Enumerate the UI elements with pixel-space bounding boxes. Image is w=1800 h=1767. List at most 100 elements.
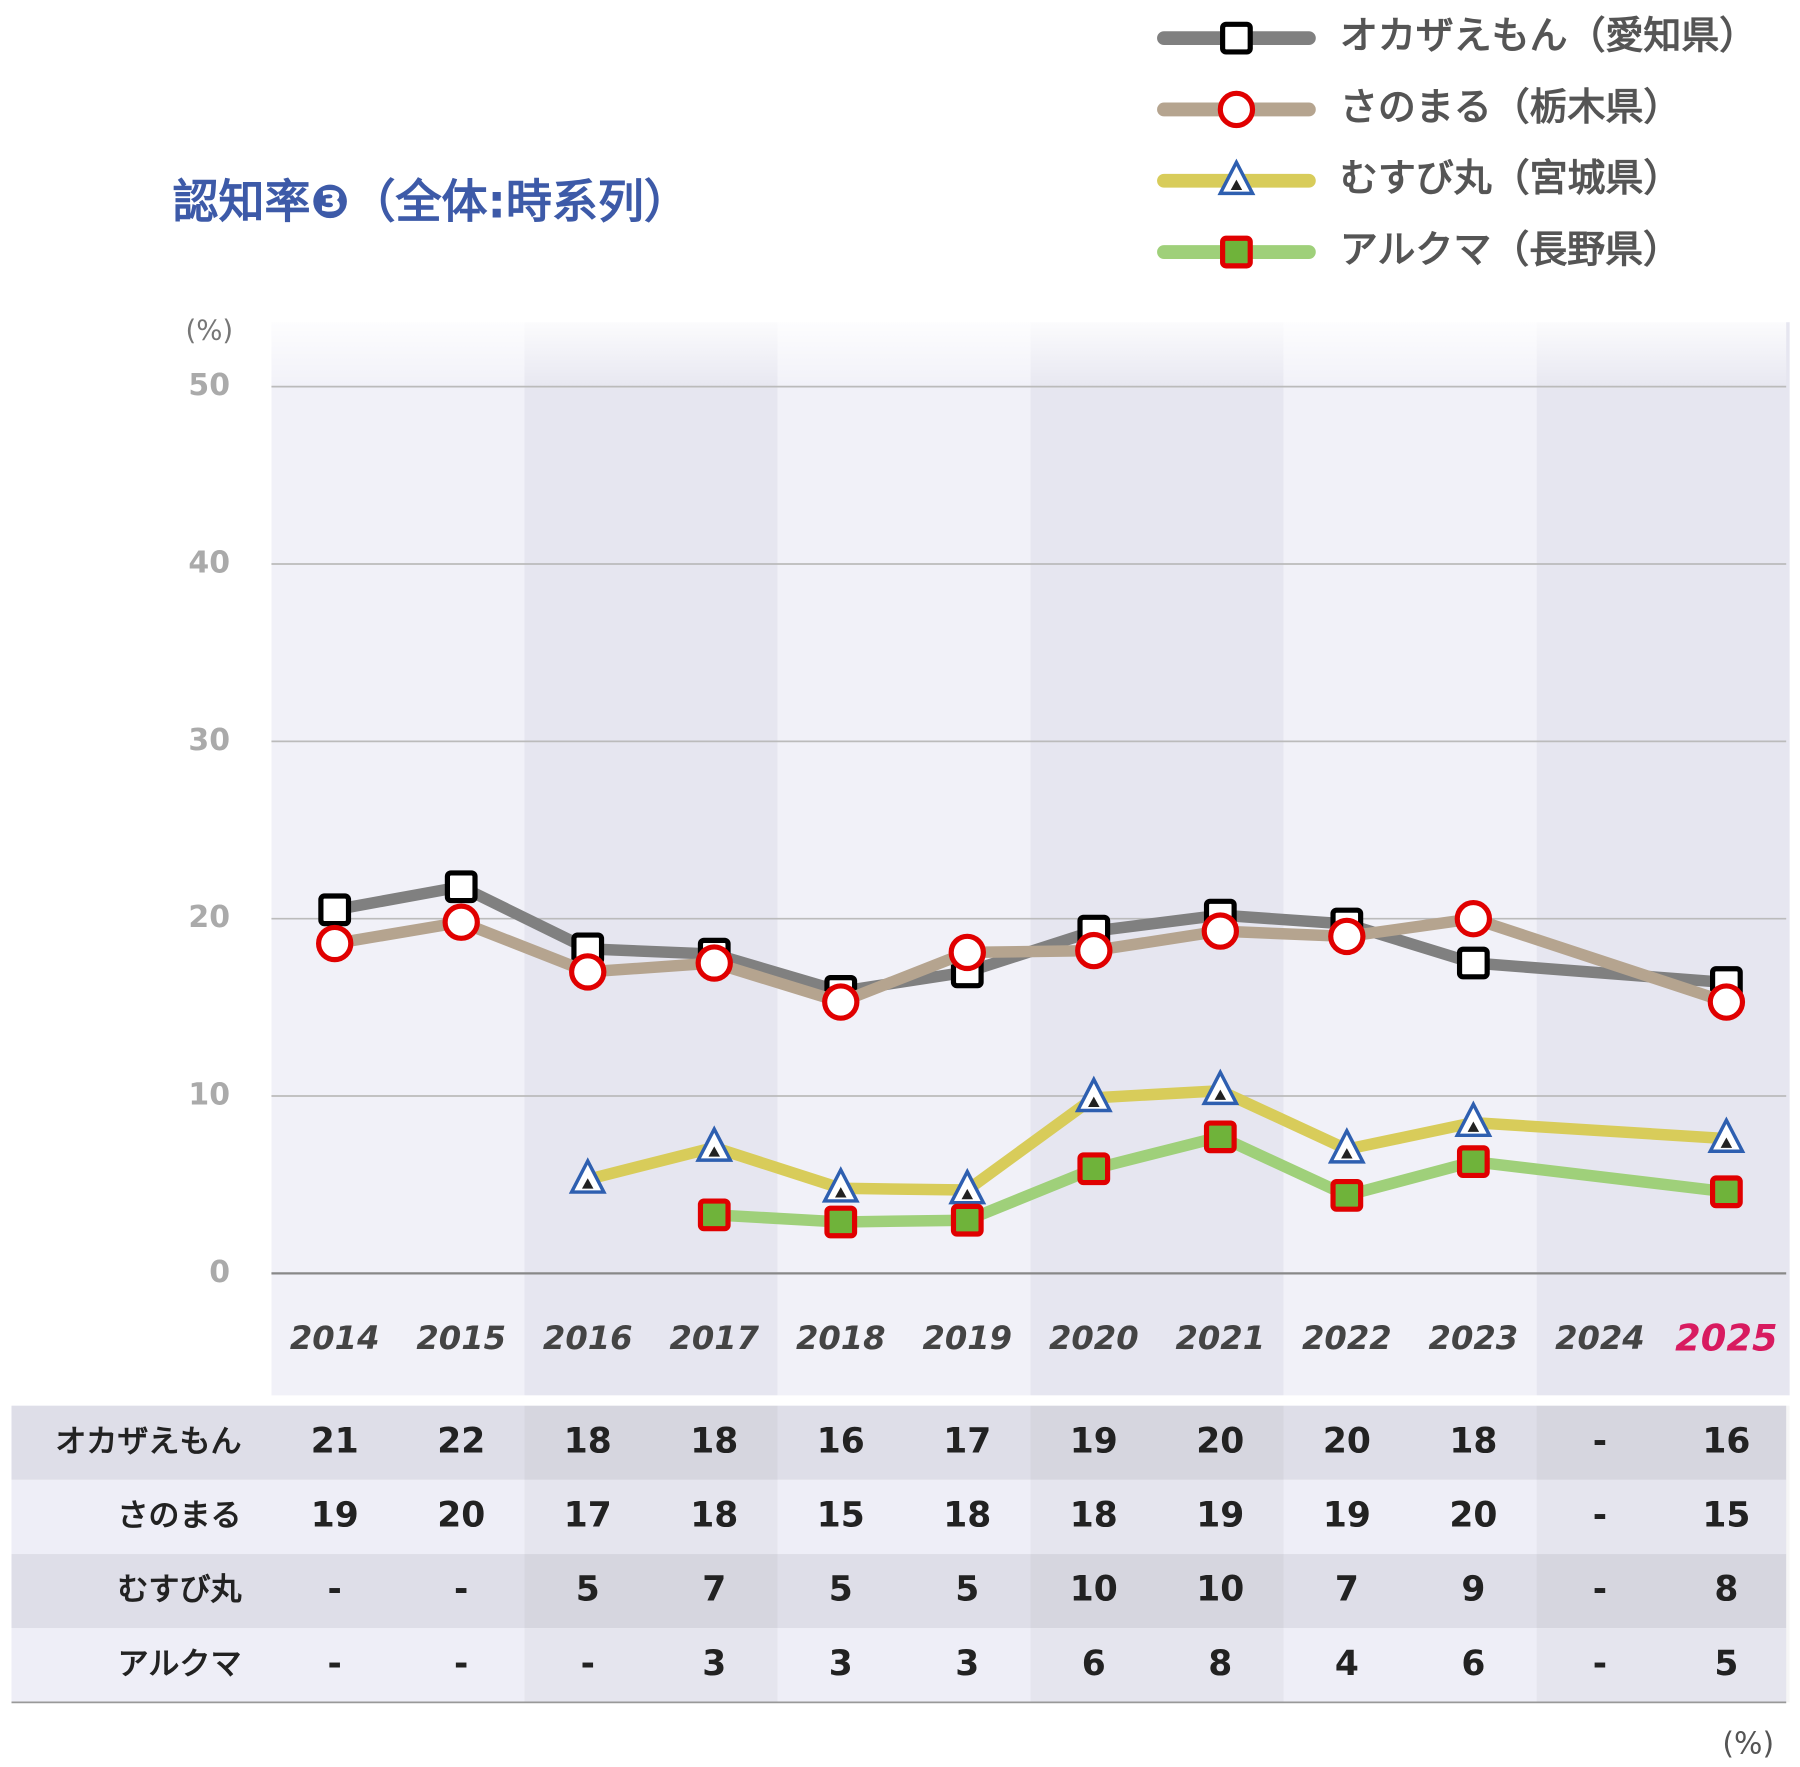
x-tick-label: 2021: [1176, 1319, 1266, 1357]
line-segment: [708, 1141, 847, 1195]
y-unit: (%): [185, 313, 233, 346]
table-cell: 15: [1702, 1495, 1750, 1535]
point-marker: [1201, 1068, 1240, 1106]
point-marker: [444, 870, 478, 904]
legend-label: オカザえもん（愛知県）: [1340, 14, 1757, 58]
table-cell: 16: [1702, 1421, 1750, 1461]
line-segment: [835, 1214, 974, 1228]
line-segment: [1214, 909, 1353, 930]
point-marker: [822, 983, 860, 1021]
point-marker: [1456, 1145, 1490, 1179]
table-cell: 3: [955, 1644, 979, 1684]
line-segment: [1214, 1084, 1353, 1156]
table-cell: 5: [955, 1570, 979, 1610]
line-segment: [1088, 909, 1227, 937]
point-marker: [1328, 917, 1366, 956]
point-marker: [1330, 1178, 1364, 1212]
table-cell: 21: [311, 1421, 359, 1461]
x-tick-label: 2019: [922, 1319, 1012, 1357]
column-band: [1030, 322, 1284, 1396]
point-marker: [1456, 946, 1490, 980]
column-band: [271, 322, 525, 1396]
table-cell: 19: [311, 1495, 359, 1535]
table-row-band: [11, 1628, 1787, 1703]
line-segment: [708, 1209, 847, 1228]
table-cell: 6: [1082, 1644, 1106, 1684]
point-marker: [1327, 1127, 1366, 1164]
line-segment: [1467, 957, 1733, 989]
table-unit: (%): [1722, 1726, 1774, 1761]
series: [697, 1120, 1743, 1239]
legend-label: アルクマ（長野県）: [1340, 228, 1681, 272]
table-cell: 18: [1449, 1421, 1497, 1461]
y-tick-label: 50: [188, 368, 230, 403]
line-segment: [1467, 912, 1733, 1008]
point-marker: [695, 1125, 734, 1162]
line-segment: [581, 943, 720, 960]
x-tick-label: 2016: [543, 1319, 633, 1357]
point-marker: [948, 1167, 987, 1205]
line-segment: [328, 881, 467, 916]
top-fade: [271, 310, 1787, 392]
legend-marker: [1217, 158, 1256, 196]
column-band: [777, 322, 1031, 1396]
line-segment: [961, 944, 1100, 959]
marker-inner: [1467, 1121, 1480, 1132]
line-segment: [1341, 912, 1480, 943]
point-marker: [1454, 1100, 1493, 1138]
point-marker: [1074, 1075, 1113, 1113]
point-marker: [442, 903, 480, 941]
point-marker: [316, 924, 354, 963]
column-band: [1283, 322, 1537, 1396]
legend-marker: [1220, 235, 1253, 269]
point-marker: [824, 1205, 858, 1239]
point-marker: [1201, 912, 1240, 950]
marker-inner: [835, 1187, 847, 1198]
point-marker: [1454, 900, 1493, 938]
table-cell: 22: [437, 1421, 485, 1461]
x-tick-label: 2022: [1302, 1319, 1392, 1357]
table-cell: 18: [1070, 1495, 1118, 1535]
table-cell: 6: [1461, 1644, 1485, 1684]
table-cell: 5: [576, 1570, 600, 1610]
table-cell: 20: [1196, 1421, 1244, 1461]
line-segment: [961, 1163, 1100, 1226]
point-marker: [695, 944, 733, 982]
legend-label: さのまる（栃木県）: [1340, 85, 1681, 129]
y-tick-label: 0: [209, 1255, 230, 1290]
line-segment: [1341, 1155, 1480, 1202]
marker-inner: [1720, 1137, 1733, 1148]
point-marker: [1707, 1116, 1746, 1153]
table-cell: -: [328, 1570, 342, 1610]
line-segment: [835, 946, 974, 1008]
table-cell: 5: [829, 1570, 853, 1610]
table-cell: 7: [702, 1570, 726, 1610]
x-tick-label: 2020: [1049, 1319, 1139, 1357]
line-segment: [961, 1092, 1100, 1196]
line-segment: [581, 957, 720, 978]
line-segment: [708, 957, 847, 1008]
table-row-label: むすび丸: [117, 1572, 242, 1608]
y-tick-label: 20: [188, 900, 230, 935]
y-tick-label: 40: [188, 545, 230, 580]
line-segment: [708, 948, 847, 998]
y-tick-label: 10: [188, 1078, 230, 1113]
table-row-label: オカザえもん: [55, 1424, 241, 1460]
series: [316, 900, 1746, 1021]
column-band: [524, 322, 778, 1396]
legend-marker: [1217, 90, 1256, 129]
table-cell: -: [1593, 1570, 1607, 1610]
table-cell: 3: [702, 1644, 726, 1684]
x-tick-label: 2018: [796, 1319, 886, 1357]
table-cell: 18: [564, 1421, 612, 1461]
line-segment: [1467, 1116, 1733, 1145]
table-cell: -: [1593, 1495, 1607, 1535]
table-column-band: [1031, 1406, 1284, 1703]
table-cell: 19: [1323, 1495, 1371, 1535]
point-marker: [569, 953, 607, 991]
point-marker: [1710, 1175, 1743, 1209]
marker-inner: [581, 1178, 594, 1189]
x-tick-label: 2015: [416, 1319, 506, 1357]
table-cell: -: [328, 1644, 342, 1684]
